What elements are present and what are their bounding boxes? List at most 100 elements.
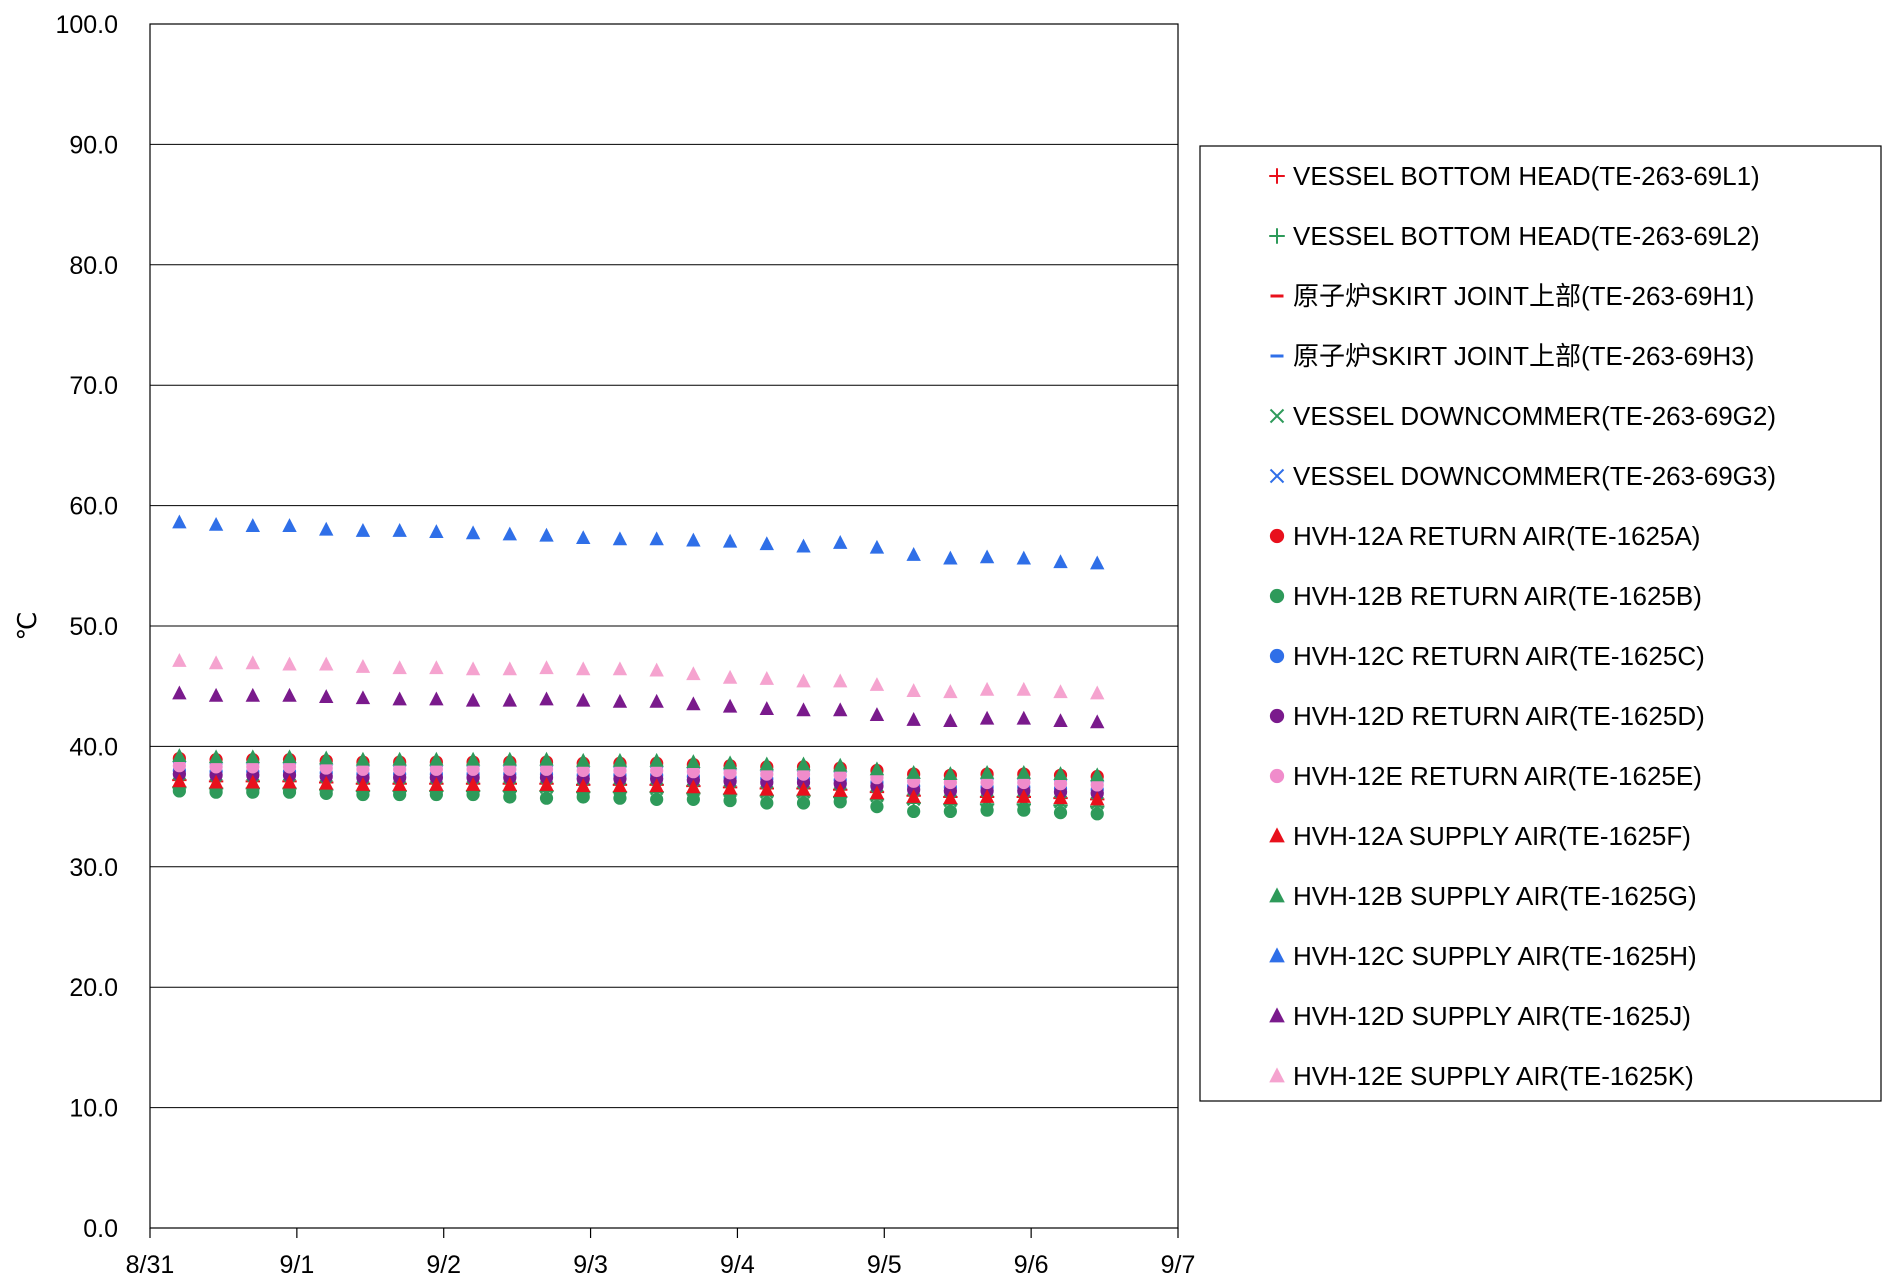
data-point <box>796 767 811 781</box>
data-point <box>429 751 444 766</box>
legend-box <box>1199 145 1882 1102</box>
legend-entry-label: 原子炉SKIRT JOINT上部(TE-263-69H1) <box>1293 281 1754 311</box>
legend-entry-label: VESSEL BOTTOM HEAD(TE-263-69L1) <box>1293 161 1760 191</box>
data-point <box>1016 710 1031 725</box>
legend-entry-label: HVH-12B RETURN AIR(TE-1625B) <box>1293 581 1702 611</box>
data-point <box>539 691 554 706</box>
data-point <box>282 785 297 799</box>
data-point <box>759 671 774 685</box>
data-point <box>723 793 737 808</box>
data-point <box>796 538 811 553</box>
data-point <box>208 749 224 764</box>
data-point <box>943 550 958 565</box>
data-point <box>722 780 738 795</box>
data-point <box>282 656 297 671</box>
data-point <box>245 687 260 702</box>
data-point <box>576 778 591 793</box>
data-point <box>722 698 738 713</box>
data-point <box>429 762 443 776</box>
data-point <box>686 532 701 547</box>
data-point <box>796 702 811 717</box>
legend-marker <box>1269 168 1285 184</box>
x-tick-label: 9/1 <box>279 1251 314 1279</box>
data-point <box>869 785 885 800</box>
data-point <box>429 777 444 791</box>
data-point <box>576 661 591 676</box>
data-point <box>759 781 774 796</box>
data-point <box>539 791 554 805</box>
data-point <box>722 669 738 684</box>
data-point <box>870 800 884 814</box>
data-point <box>282 518 297 533</box>
data-point <box>723 766 737 780</box>
legend-marker <box>1269 588 1285 604</box>
data-point <box>502 526 517 541</box>
data-point <box>649 531 664 546</box>
data-point <box>943 766 958 781</box>
legend-entry-label: VESSEL DOWNCOMMER(TE-263-69G2) <box>1293 401 1776 431</box>
data-point <box>245 655 260 670</box>
data-point <box>355 522 371 537</box>
data-point <box>319 656 334 671</box>
legend-entry-label: VESSEL DOWNCOMMER(TE-263-69G3) <box>1293 461 1776 491</box>
data-point <box>759 536 774 551</box>
data-point <box>172 685 187 700</box>
data-point <box>833 673 848 688</box>
data-point <box>686 666 701 681</box>
data-point <box>282 774 297 789</box>
data-point <box>1053 554 1068 569</box>
x-tick-label: 9/2 <box>426 1251 461 1279</box>
data-point <box>759 756 774 771</box>
data-point <box>686 765 700 779</box>
legend-marker <box>1269 708 1285 724</box>
y-tick-label: 30.0 <box>69 854 118 882</box>
y-tick-label: 20.0 <box>69 974 118 1002</box>
data-point <box>980 775 994 790</box>
data-point <box>465 661 481 676</box>
legend-entry-label: HVH-12D RETURN AIR(TE-1625D) <box>1293 701 1705 731</box>
data-point <box>172 748 187 762</box>
data-point <box>576 692 591 707</box>
data-point <box>319 786 333 800</box>
data-point <box>355 751 371 766</box>
data-point <box>355 690 371 705</box>
data-point <box>245 774 260 789</box>
data-point <box>833 757 848 772</box>
data-point <box>722 533 738 548</box>
data-point <box>613 791 627 805</box>
legend-entry-label: HVH-12C RETURN AIR(TE-1625C) <box>1293 641 1705 671</box>
data-point <box>465 751 481 766</box>
data-point <box>282 760 297 774</box>
data-point <box>833 535 848 549</box>
data-point <box>1053 790 1068 805</box>
data-point <box>979 789 995 803</box>
data-point <box>686 696 701 711</box>
data-point <box>833 768 847 782</box>
legend-marker <box>1269 468 1285 484</box>
data-point <box>1053 684 1068 699</box>
data-point <box>796 673 811 688</box>
data-point <box>1016 764 1031 779</box>
data-point <box>979 549 995 564</box>
data-point <box>172 773 187 788</box>
data-point <box>943 804 957 819</box>
data-point <box>979 764 995 779</box>
data-point <box>208 687 224 702</box>
data-point <box>760 796 774 810</box>
data-point <box>1053 806 1068 820</box>
data-point <box>319 761 333 775</box>
data-point <box>392 522 407 537</box>
data-point <box>869 677 885 691</box>
legend-marker <box>1269 768 1285 784</box>
legend-marker <box>1269 887 1285 903</box>
data-point <box>612 661 628 676</box>
data-point <box>1016 789 1031 803</box>
data-point <box>208 774 224 789</box>
data-point <box>796 796 811 810</box>
data-point <box>355 777 371 791</box>
data-point <box>502 751 517 766</box>
data-point <box>465 525 481 540</box>
data-point <box>649 752 664 767</box>
